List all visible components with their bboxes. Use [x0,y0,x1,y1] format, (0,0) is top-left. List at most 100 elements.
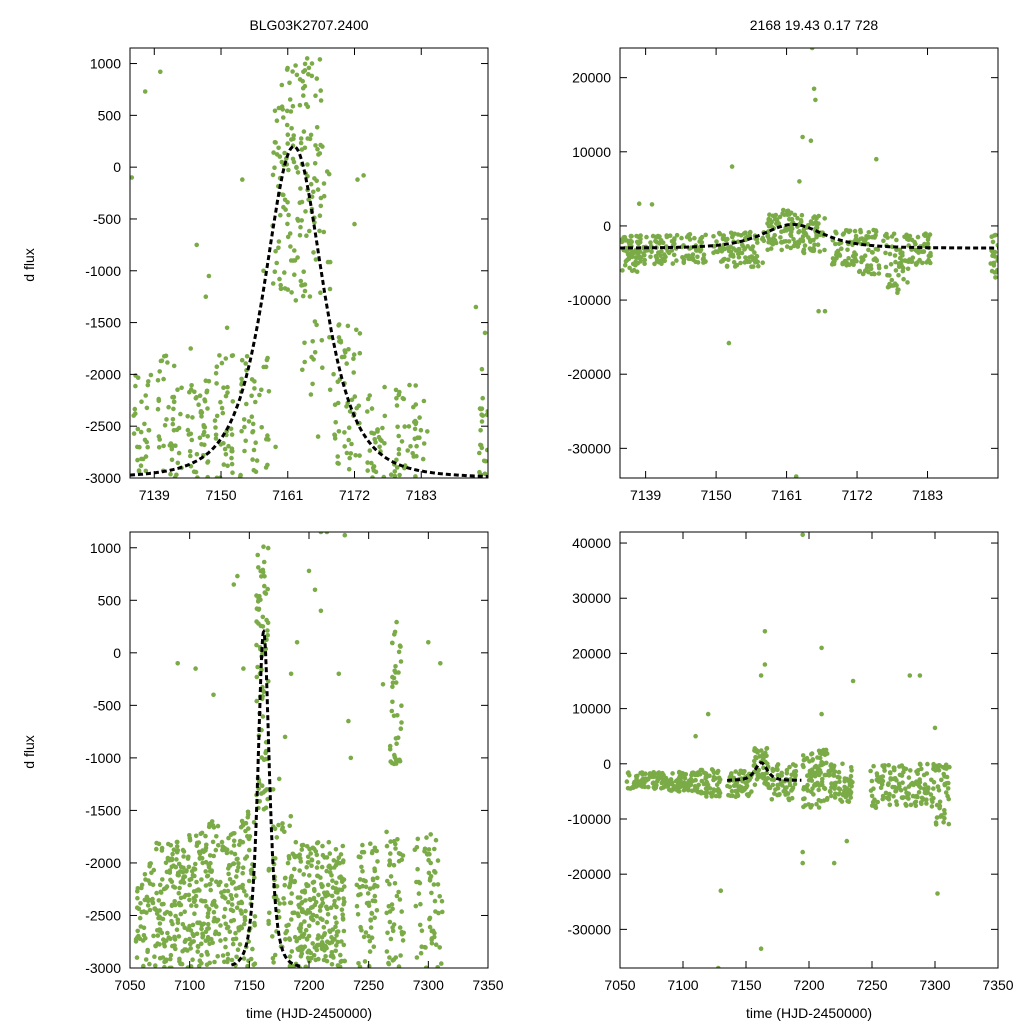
data-point [167,910,173,916]
data-point [226,899,231,905]
data-point [205,921,211,927]
data-point [790,762,796,767]
data-point [326,839,332,845]
data-point [288,244,293,249]
data-point [336,322,342,327]
data-point [801,249,806,254]
data-point [312,350,318,355]
data-point [142,437,148,443]
y-tick-label: -1500 [85,802,121,818]
data-point [394,619,399,625]
data-point [315,187,321,192]
data-point [135,375,141,381]
data-point [387,743,393,749]
data-point [798,218,804,223]
x-tick-label: 7100 [667,977,698,993]
data-point [679,774,685,780]
data-point [272,165,277,170]
data-point [236,900,242,906]
data-point [903,766,909,772]
data-point [731,246,736,251]
x-tick-label: 7183 [912,487,943,503]
data-point [277,901,283,906]
panel-top-left: 7139 7150 7161 7172 7183-3000-2500-2000-1500… [21,47,489,503]
data-point [277,276,282,282]
data-point [900,780,905,785]
y-tick-label: -20000 [567,866,611,882]
data-point [847,262,852,268]
data-point [634,233,639,239]
data-point [931,786,936,791]
data-point [992,249,998,255]
data-point [710,768,716,773]
data-point [242,921,247,927]
data-point [861,257,866,263]
data-point [213,432,219,438]
data-point [900,268,906,274]
data-point [274,260,280,266]
data-point [399,931,405,937]
data-point [156,915,161,921]
data-point [257,392,262,398]
data-point [390,674,395,680]
data-point [307,873,312,878]
data-point [286,212,291,218]
data-point [881,238,886,244]
y-tick-label: 500 [98,107,122,123]
data-point [160,955,166,960]
data-point [259,783,265,788]
data-point [285,221,290,227]
data-point [762,662,768,667]
data-point [809,752,814,757]
data-point [743,230,748,235]
data-point [695,772,700,778]
y-tick-label: -10000 [567,811,611,827]
data-point [727,784,733,790]
data-point [817,249,823,254]
data-point [375,859,380,864]
data-point [193,666,198,671]
data-point [174,857,179,862]
data-point [914,793,919,799]
data-point [234,905,240,910]
data-point [230,399,236,404]
data-point [311,250,316,255]
data-point [195,949,200,954]
data-point [366,963,372,968]
data-point [477,450,482,456]
data-point [239,818,245,824]
y-tick-label: 20000 [572,70,611,86]
data-point [373,469,379,475]
data-point [238,474,243,478]
data-point [171,399,177,405]
data-point [681,781,686,787]
data-point [394,396,399,401]
data-point [840,792,846,798]
data-point [205,934,211,940]
data-point [157,908,162,913]
data-point [370,876,376,882]
data-point [324,532,330,535]
data-point [225,463,230,469]
data-point [384,949,390,954]
data-point [387,909,393,914]
data-point [285,132,291,137]
data-point [218,923,223,928]
data-point [390,640,395,646]
data-point [716,965,721,968]
data-point [186,892,192,898]
data-point [622,262,628,268]
data-point [704,794,709,799]
data-point [187,897,192,903]
data-point [413,903,419,909]
data-point [868,768,873,774]
data-point [207,869,213,874]
data-point [391,862,397,868]
data-point [342,444,348,449]
data-point [169,879,175,884]
data-point [846,777,852,783]
data-point [762,629,768,634]
data-point [372,845,378,851]
data-point [267,910,272,916]
data-point [203,929,209,935]
